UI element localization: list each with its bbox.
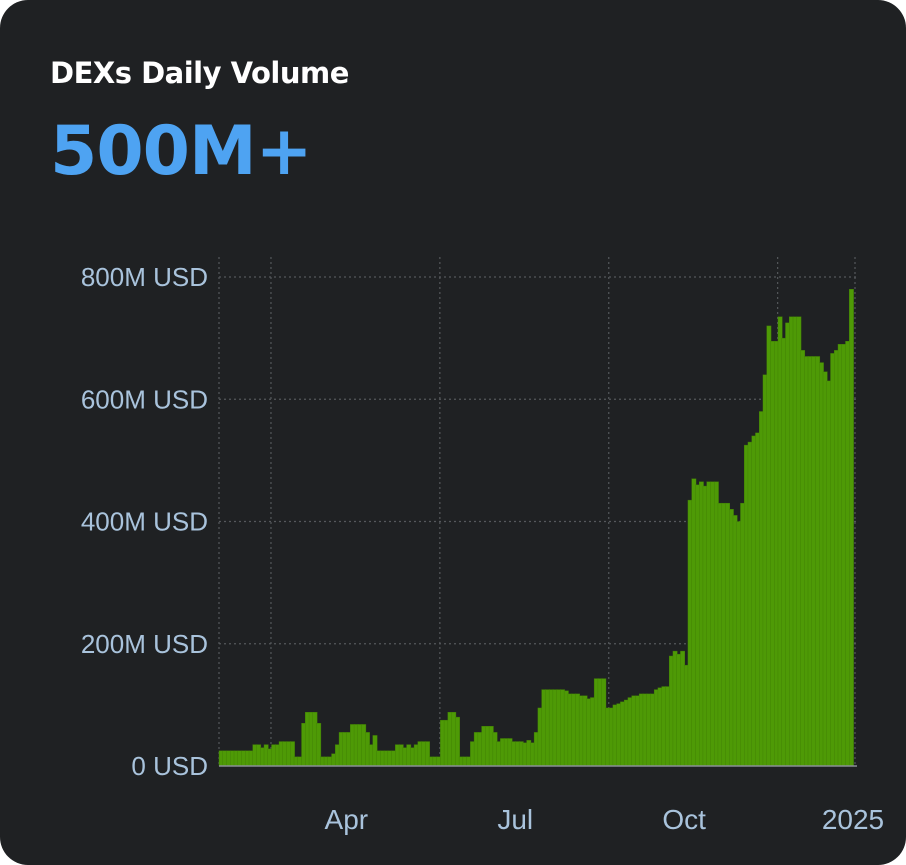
volume-bar — [849, 289, 854, 767]
card-title: DEXs Daily Volume — [50, 56, 349, 90]
x-tick-label: Oct — [662, 804, 706, 835]
y-tick-label: 200M USD — [81, 629, 208, 659]
y-axis-ticks: 0 USD 200M USD 400M USD 600M USD 800M USD — [81, 262, 208, 781]
y-tick-label: 800M USD — [81, 262, 208, 292]
x-tick-label: Apr — [325, 804, 369, 835]
y-tick-label: 0 USD — [131, 751, 208, 781]
x-axis-ticks: Apr Jul Oct 2025 — [325, 804, 885, 835]
headline-value: 500M+ — [50, 112, 313, 191]
chart-bars — [218, 289, 854, 767]
y-tick-label: 400M USD — [81, 507, 208, 537]
x-tick-label: Jul — [497, 804, 533, 835]
y-tick-label: 600M USD — [81, 384, 208, 414]
x-tick-label: 2025 — [822, 804, 884, 835]
